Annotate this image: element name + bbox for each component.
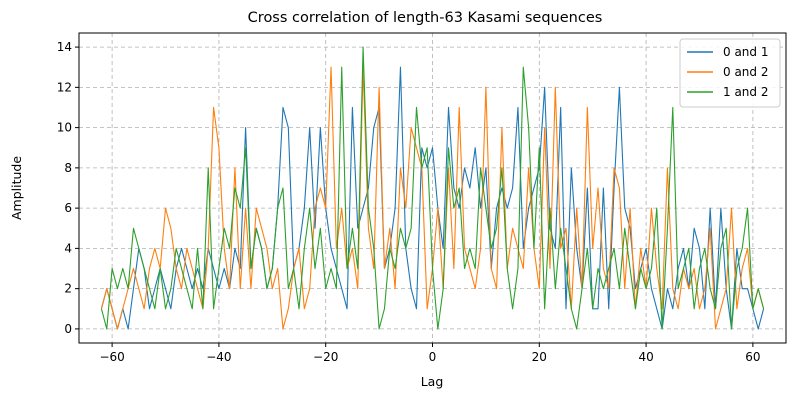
y-tick-label: 6: [64, 201, 72, 215]
legend: 0 and 1 0 and 2 1 and 2: [679, 38, 781, 108]
legend-label: 1 and 2: [723, 85, 768, 99]
x-tick-label: 60: [745, 350, 760, 364]
y-tick-label: 12: [57, 80, 72, 94]
x-axis: −60 −40 −20 0 20 40 60: [99, 343, 761, 364]
x-axis-label: Lag: [421, 374, 444, 389]
y-tick-label: 2: [64, 282, 72, 296]
legend-label: 0 and 1: [723, 45, 768, 59]
y-tick-label: 4: [64, 241, 72, 255]
x-tick-label: −60: [99, 350, 124, 364]
x-tick-label: 40: [638, 350, 653, 364]
grid: [79, 33, 786, 343]
y-axis: 0 2 4 6 8 10 12 14: [57, 40, 79, 336]
chart-title: Cross correlation of length-63 Kasami se…: [248, 10, 603, 26]
y-tick-label: 0: [64, 322, 72, 336]
y-axis-label: Amplitude: [9, 156, 24, 220]
y-tick-label: 8: [64, 161, 72, 175]
y-tick-label: 14: [57, 40, 72, 54]
x-tick-label: −40: [206, 350, 231, 364]
series-line-3: [100, 46, 765, 330]
series-group: [100, 46, 765, 330]
legend-box: [679, 38, 781, 108]
x-tick-label: 20: [532, 350, 547, 364]
y-tick-label: 10: [57, 121, 72, 135]
legend-label: 0 and 2: [723, 65, 768, 79]
x-tick-label: 0: [429, 350, 437, 364]
x-tick-label: −20: [313, 350, 338, 364]
